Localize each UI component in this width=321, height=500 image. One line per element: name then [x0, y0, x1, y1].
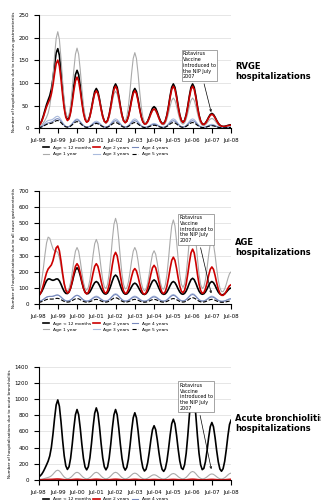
Text: Acute bronchiolitis
hospitalizations: Acute bronchiolitis hospitalizations [235, 414, 321, 433]
Text: AGE
hospitalizations: AGE hospitalizations [235, 238, 311, 257]
Y-axis label: Number of hospitalisations due to acute bronchiolitis: Number of hospitalisations due to acute … [8, 369, 12, 478]
Text: Rotavirus
Vaccine
introduced to
the NIP July
2007: Rotavirus Vaccine introduced to the NIP … [183, 52, 216, 112]
Y-axis label: Number of hospitalisations due to rotavirus gastroenteritis: Number of hospitalisations due to rotavi… [12, 12, 15, 132]
Text: Rotavirus
Vaccine
introduced to
the NIP July
2007: Rotavirus Vaccine introduced to the NIP … [180, 383, 213, 468]
Text: RVGE
hospitalizations: RVGE hospitalizations [235, 62, 311, 82]
Y-axis label: Number of hospitalisations due to all cause gastroenteritis: Number of hospitalisations due to all ca… [12, 188, 15, 308]
Legend: Age < 12 months, Age 1 year, Age 2 years, Age 3 years, Age 4 years, Age 5 years: Age < 12 months, Age 1 year, Age 2 years… [41, 144, 170, 158]
Legend: Age < 12 months, Age 1 year, Age 2 years, Age 3 years, Age 4 years, Age 5 years: Age < 12 months, Age 1 year, Age 2 years… [41, 496, 170, 500]
Text: Rotavirus
Vaccine
introduced to
the NIP July
2007: Rotavirus Vaccine introduced to the NIP … [180, 215, 213, 292]
Legend: Age < 12 months, Age 1 year, Age 2 years, Age 3 years, Age 4 years, Age 5 years: Age < 12 months, Age 1 year, Age 2 years… [41, 320, 170, 334]
